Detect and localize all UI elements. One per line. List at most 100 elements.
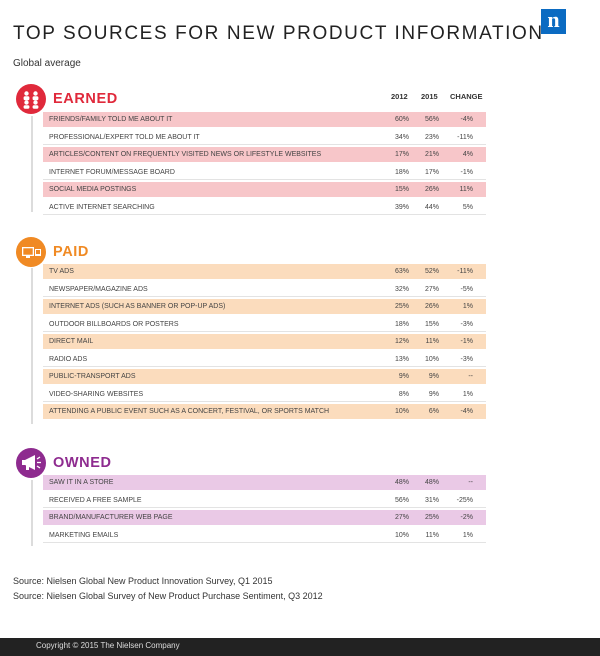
row-label: OUTDOOR BILLBOARDS OR POSTERS bbox=[49, 320, 179, 328]
table-row: INTERNET ADS (SUCH AS BANNER OR POP-UP A… bbox=[43, 299, 486, 315]
value-2015: 26% bbox=[424, 186, 439, 194]
value-2012: 18% bbox=[394, 320, 409, 328]
value-change: -11% bbox=[457, 133, 473, 141]
row-label: ACTIVE INTERNET SEARCHING bbox=[49, 203, 155, 211]
value-2015: 44% bbox=[424, 203, 439, 211]
page-subtitle: Global average bbox=[13, 58, 81, 69]
value-2015: 25% bbox=[424, 514, 439, 522]
value-change: 11% bbox=[459, 186, 474, 194]
table-row: PUBLIC-TRANSPORT ADS 9% 9% -- bbox=[43, 369, 486, 385]
table-row: MARKETING EMAILS 10% 11% 1% bbox=[43, 528, 486, 543]
screens-icon bbox=[16, 237, 46, 267]
value-2012: 27% bbox=[394, 514, 409, 522]
value-2012: 60% bbox=[394, 116, 409, 123]
value-2015: 9% bbox=[428, 373, 439, 381]
value-change: -4% bbox=[460, 408, 473, 416]
value-change: -3% bbox=[460, 320, 473, 328]
value-2015: 11% bbox=[425, 531, 440, 539]
value-2015: 52% bbox=[424, 268, 439, 275]
row-label: BRAND/MANUFACTURER WEB PAGE bbox=[49, 514, 173, 522]
value-change: -- bbox=[468, 479, 473, 486]
value-2012: 9% bbox=[398, 373, 409, 381]
row-label: ARTICLES/CONTENT ON FREQUENTLY VISITED N… bbox=[49, 151, 322, 159]
column-header-2012: 2012 bbox=[391, 92, 408, 101]
value-2015: 27% bbox=[424, 285, 439, 293]
table-row: VIDEO-SHARING WEBSITES 8% 9% 1% bbox=[43, 387, 486, 402]
value-2012: 56% bbox=[394, 496, 409, 504]
row-label: VIDEO-SHARING WEBSITES bbox=[49, 390, 144, 398]
value-2012: 17% bbox=[394, 151, 409, 159]
column-header-change: CHANGE bbox=[450, 92, 483, 101]
row-label: INTERNET FORUM/MESSAGE BOARD bbox=[49, 168, 175, 176]
value-2012: 63% bbox=[394, 268, 409, 275]
section-rule-owned bbox=[31, 480, 33, 546]
row-label: RADIO ADS bbox=[49, 355, 88, 363]
value-2012: 15% bbox=[394, 186, 409, 194]
value-change: -1% bbox=[460, 168, 473, 176]
column-header-2015: 2015 bbox=[421, 92, 438, 101]
value-2012: 10% bbox=[394, 408, 409, 416]
value-change: 1% bbox=[462, 303, 473, 311]
table-row: SAW IT IN A STORE 48% 48% -- bbox=[43, 475, 486, 490]
value-2015: 6% bbox=[428, 408, 439, 416]
value-2012: 25% bbox=[394, 303, 409, 311]
source-note-2: Source: Nielsen Global Survey of New Pro… bbox=[13, 591, 323, 601]
value-2015: 15% bbox=[424, 320, 439, 328]
table-row: TV ADS 63% 52% -11% bbox=[43, 264, 486, 279]
row-label: TV ADS bbox=[49, 268, 74, 275]
value-2012: 12% bbox=[394, 338, 409, 346]
row-label: ATTENDING A PUBLIC EVENT SUCH AS A CONCE… bbox=[49, 408, 330, 416]
value-change: 1% bbox=[462, 390, 473, 398]
value-2015: 26% bbox=[424, 303, 439, 311]
table-row: RADIO ADS 13% 10% -3% bbox=[43, 352, 486, 367]
table-row: FRIENDS/FAMILY TOLD ME ABOUT IT 60% 56% -4% bbox=[43, 112, 486, 127]
value-2012: 32% bbox=[394, 285, 409, 293]
table-row: OUTDOOR BILLBOARDS OR POSTERS 18% 15% -3% bbox=[43, 317, 486, 332]
section-title-owned: OWNED bbox=[53, 455, 112, 471]
row-label: SAW IT IN A STORE bbox=[49, 479, 114, 486]
value-change: -1% bbox=[460, 338, 473, 346]
value-2015: 11% bbox=[425, 338, 440, 346]
table-row: SOCIAL MEDIA POSTINGS 15% 26% 11% bbox=[43, 182, 486, 198]
row-label: PUBLIC-TRANSPORT ADS bbox=[49, 373, 136, 381]
value-change: -11% bbox=[457, 268, 473, 275]
value-2015: 56% bbox=[424, 116, 439, 123]
value-change: -4% bbox=[460, 116, 473, 123]
footer-bar: Copyright © 2015 The Nielsen Company bbox=[0, 638, 600, 656]
value-change: 4% bbox=[462, 151, 473, 159]
value-change: -2% bbox=[460, 514, 473, 522]
page-title: TOP SOURCES FOR NEW PRODUCT INFORMATION bbox=[13, 23, 544, 44]
value-2012: 10% bbox=[394, 531, 409, 539]
value-2012: 8% bbox=[398, 390, 409, 398]
people-icon bbox=[16, 84, 46, 114]
value-2015: 31% bbox=[424, 496, 439, 504]
table-row: NEWSPAPER/MAGAZINE ADS 32% 27% -5% bbox=[43, 282, 486, 297]
table-row: BRAND/MANUFACTURER WEB PAGE 27% 25% -2% bbox=[43, 510, 486, 526]
value-2012: 48% bbox=[394, 479, 409, 486]
row-label: INTERNET ADS (SUCH AS BANNER OR POP-UP A… bbox=[49, 303, 226, 311]
row-label: FRIENDS/FAMILY TOLD ME ABOUT IT bbox=[49, 116, 173, 123]
value-2015: 48% bbox=[424, 479, 439, 486]
table-row: PROFESSIONAL/EXPERT TOLD ME ABOUT IT 34% 2… bbox=[43, 130, 486, 145]
value-2012: 34% bbox=[394, 133, 409, 141]
row-label: DIRECT MAIL bbox=[49, 338, 94, 346]
value-2012: 39% bbox=[394, 203, 409, 211]
value-change: -25% bbox=[456, 496, 473, 504]
row-label: MARKETING EMAILS bbox=[49, 531, 119, 539]
value-2015: 17% bbox=[424, 168, 439, 176]
row-label: NEWSPAPER/MAGAZINE ADS bbox=[49, 285, 148, 293]
row-label: SOCIAL MEDIA POSTINGS bbox=[49, 186, 137, 194]
table-row: INTERNET FORUM/MESSAGE BOARD 18% 17% -1% bbox=[43, 165, 486, 180]
source-note-1: Source: Nielsen Global New Product Innov… bbox=[13, 576, 273, 586]
value-change: 1% bbox=[462, 531, 473, 539]
section-title-paid: PAID bbox=[53, 244, 89, 260]
table-row: ATTENDING A PUBLIC EVENT SUCH AS A CONCE… bbox=[43, 404, 486, 420]
row-label: PROFESSIONAL/EXPERT TOLD ME ABOUT IT bbox=[49, 133, 200, 141]
row-label: RECEIVED A FREE SAMPLE bbox=[49, 496, 142, 504]
nielsen-logo: n bbox=[541, 9, 566, 34]
value-2012: 13% bbox=[394, 355, 409, 363]
table-row: DIRECT MAIL 12% 11% -1% bbox=[43, 334, 486, 350]
section-title-earned: EARNED bbox=[53, 91, 118, 107]
value-change: 5% bbox=[462, 203, 473, 211]
value-2015: 10% bbox=[424, 355, 439, 363]
